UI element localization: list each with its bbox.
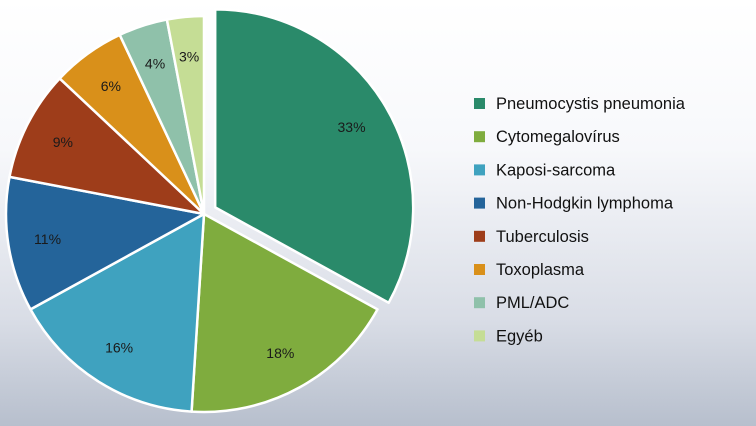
legend-swatch — [474, 330, 485, 342]
pie-slice — [4, 175, 206, 311]
legend-swatch — [474, 131, 485, 143]
pie-slice-label: 11% — [34, 231, 61, 247]
pie-slice — [213, 8, 415, 305]
pie-slice-label: 3% — [179, 48, 199, 64]
legend-swatch — [474, 297, 485, 309]
legend-label: Toxoplasma — [496, 261, 585, 279]
legend-label: PML/ADC — [496, 294, 569, 312]
legend-label: Cytomegalovírus — [496, 128, 620, 146]
pie-slice — [8, 77, 206, 216]
pie-slice-label: 6% — [101, 78, 121, 94]
legend-label: Tuberculosis — [496, 228, 589, 246]
pie-slice-labels: 33% 18% 16% 11% 9% 6% 4% 3% — [34, 48, 365, 361]
pie-slice-label: 4% — [145, 55, 165, 71]
pie-slice — [165, 14, 206, 216]
pie-slice — [190, 212, 379, 414]
legend-label: Non-Hodgkin lymphoma — [496, 195, 674, 213]
legend-swatch — [474, 164, 485, 176]
legend-swatch — [474, 98, 485, 109]
pie-slice-label: 33% — [338, 119, 366, 135]
legend: Pneumocystis pneumonia Cytomegalovírus Kap… — [474, 95, 686, 345]
legend-swatch — [474, 197, 485, 209]
pie-slice-label: 9% — [53, 134, 73, 150]
legend-label: Kaposi-sarcoma — [496, 161, 616, 179]
legend-label: Pneumocystis pneumonia — [496, 95, 686, 113]
pie-slice — [29, 212, 206, 413]
pie-slice-label: 18% — [266, 345, 294, 361]
pie-slices — [4, 8, 415, 414]
legend-swatch — [474, 230, 485, 242]
pie-slice-label: 16% — [105, 340, 133, 356]
legend-swatch — [474, 264, 485, 275]
legend-label: Egyéb — [496, 327, 543, 345]
